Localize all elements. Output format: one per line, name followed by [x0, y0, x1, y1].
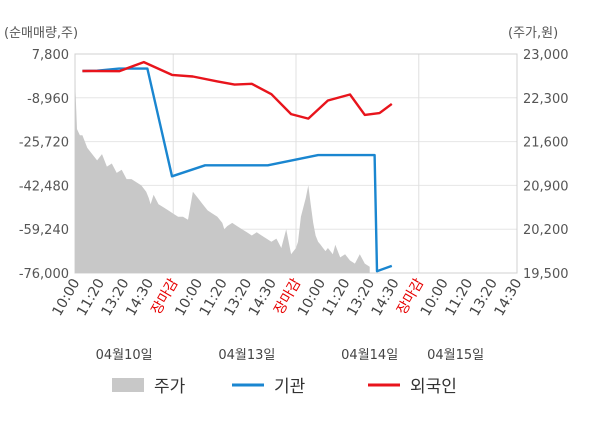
date-label: 04월10일 — [96, 348, 153, 363]
date-labels: 04월10일 04월13일 04월14일 04월15일 — [96, 348, 485, 363]
left-tick-label: -59,240 — [19, 223, 69, 238]
price-area — [75, 79, 370, 273]
legend-swatch-price — [112, 378, 144, 392]
legend-label: 외국인 — [410, 377, 457, 397]
right-axis-ticks: 23,000 22,300 21,600 20,900 20,200 19,500 — [523, 48, 569, 282]
foreign-line — [82, 60, 393, 120]
left-tick-label: -8,960 — [27, 92, 69, 107]
right-tick-label: 20,200 — [523, 223, 569, 238]
net-trade-series — [82, 60, 393, 273]
date-label: 04월14일 — [341, 348, 398, 363]
price-series — [75, 79, 370, 273]
left-tick-label: -42,480 — [19, 179, 69, 194]
left-axis-ticks: 7,800 -8,960 -25,720 -42,480 -59,240 -76,000 — [19, 48, 69, 282]
institution-line — [82, 67, 393, 273]
legend: 주가 기관 외국인 — [112, 377, 457, 397]
date-label: 04월15일 — [427, 348, 484, 363]
right-tick-label: 23,000 — [523, 48, 569, 63]
right-tick-label: 19,500 — [523, 267, 569, 282]
legend-label: 주가 — [154, 377, 186, 397]
left-tick-label: -76,000 — [19, 267, 69, 282]
left-axis-unit: (순매매량,주) — [4, 26, 78, 41]
right-tick-label: 22,300 — [523, 92, 569, 107]
right-tick-label: 20,900 — [523, 179, 569, 194]
right-tick-label: 21,600 — [523, 136, 569, 151]
date-label: 04월13일 — [218, 348, 275, 363]
left-tick-label: -25,720 — [19, 136, 69, 151]
left-tick-label: 7,800 — [32, 48, 69, 63]
right-axis-unit: (주가,원) — [508, 26, 558, 41]
legend-label: 기관 — [274, 377, 305, 397]
